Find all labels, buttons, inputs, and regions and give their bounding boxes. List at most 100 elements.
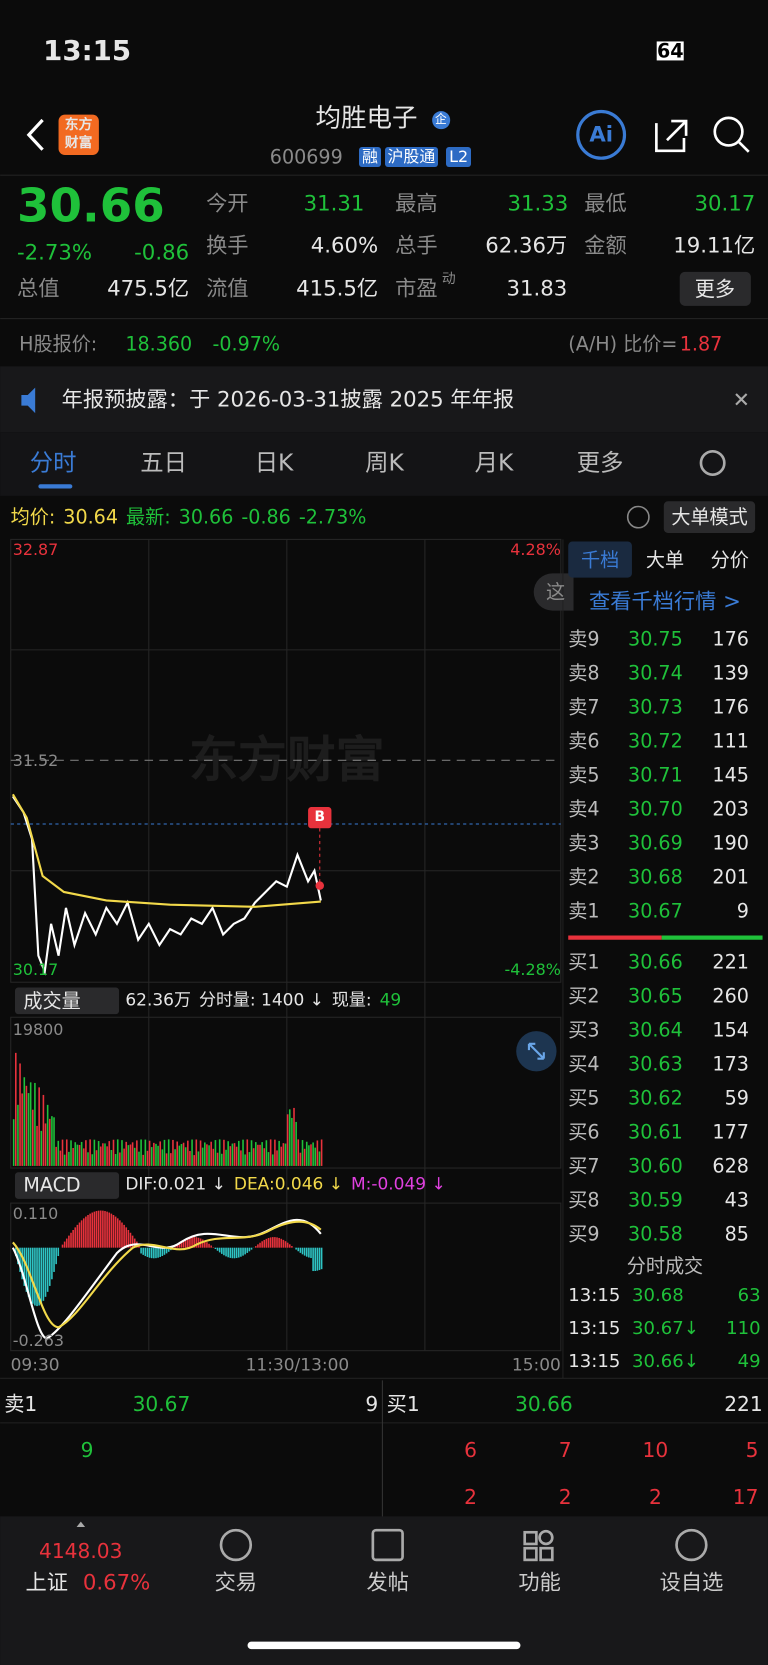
tab[interactable]: 分时: [29, 448, 77, 477]
nav-item[interactable]: 设自选: [659, 1570, 724, 1596]
field-label: 金额: [584, 233, 627, 259]
info-row: 均价: 30.64 最新: 30.66 -0.86 -2.73%: [11, 508, 367, 527]
volume-bar: [252, 1148, 255, 1166]
index-name[interactable]: 上证: [25, 1570, 68, 1596]
macd-bar: [310, 1247, 312, 1259]
macd-bar: [150, 1247, 153, 1259]
tab[interactable]: 更多: [576, 448, 624, 477]
trade-vol: 63: [737, 1284, 761, 1306]
queue-order: 7: [558, 1437, 572, 1462]
volume-label[interactable]: 成交量: [23, 989, 81, 1013]
trade-time: 13:15: [568, 1317, 621, 1339]
volume-bar: [142, 1154, 145, 1166]
book-tab[interactable]: 大单: [645, 548, 685, 572]
share-icon[interactable]: [655, 119, 688, 153]
volume-bar: [72, 1148, 74, 1166]
macd-bar: [82, 1218, 85, 1248]
book-vol: 176: [712, 695, 749, 719]
macd-bar: [284, 1241, 287, 1248]
settings-icon[interactable]: [699, 449, 726, 476]
nav-item[interactable]: 交易: [214, 1570, 258, 1596]
volume-bar: [301, 1140, 304, 1166]
queue-label: 卖1: [4, 1392, 38, 1417]
volume-bar: [27, 1093, 30, 1166]
macd-bar: [74, 1227, 77, 1248]
macd-bar: [267, 1237, 270, 1248]
book-tab[interactable]: 分价: [710, 548, 749, 572]
book-label: 卖1: [568, 899, 600, 923]
volume-bars: [12, 1052, 323, 1166]
nav-item[interactable]: 功能: [518, 1570, 561, 1596]
volume-bar: [127, 1145, 130, 1166]
text: DEA:0.046 ↓: [233, 1174, 343, 1195]
time-label: 11:30/13:00: [245, 1355, 350, 1376]
volume-bar: [314, 1147, 317, 1166]
index-value[interactable]: 4148.03: [39, 1538, 123, 1563]
more-button[interactable]: [679, 271, 751, 306]
tab[interactable]: 周K: [365, 448, 404, 477]
book-label: 卖3: [568, 831, 600, 855]
book-vol: 260: [712, 984, 749, 1008]
volume-bar: [29, 1082, 32, 1166]
macd-bar: [104, 1211, 106, 1248]
queue-vol: 9: [365, 1392, 379, 1417]
mode-label[interactable]: 大单模式: [671, 505, 748, 529]
macd-bar: [265, 1238, 268, 1248]
ah-ratio: 1.87: [679, 332, 723, 356]
macd-bar: [55, 1247, 57, 1265]
ai-icon[interactable]: [576, 109, 627, 160]
volume-bar: [150, 1147, 153, 1166]
watch-icon[interactable]: [675, 1528, 708, 1562]
hint: 这: [545, 580, 566, 604]
mode-button[interactable]: [663, 501, 756, 534]
book-link[interactable]: 查看千档行情 >: [588, 589, 741, 615]
nav-item[interactable]: 发帖: [366, 1570, 409, 1596]
back-icon[interactable]: [26, 118, 44, 151]
macd-bar: [114, 1216, 117, 1248]
more-button-label[interactable]: 更多: [694, 276, 736, 301]
search-icon[interactable]: [713, 116, 744, 147]
close-icon[interactable]: [735, 393, 748, 406]
volume-bar: [99, 1146, 102, 1166]
tag: 沪股通: [384, 147, 439, 168]
book-price: 30.61: [628, 1120, 683, 1144]
volume-bar: [280, 1146, 283, 1166]
book-vol: 139: [712, 661, 749, 685]
volume-bar: [85, 1140, 87, 1166]
volume-bar: [201, 1147, 204, 1166]
book-tab[interactable]: 千档: [581, 548, 620, 572]
queue-order: 2: [558, 1484, 572, 1509]
macd-bar: [68, 1235, 70, 1248]
field-label: 市盈: [395, 276, 438, 302]
index-pct[interactable]: 0.67%: [82, 1570, 151, 1596]
field-value: 4.60%: [310, 233, 379, 259]
logo-text: 财富: [64, 135, 93, 152]
volume-bar: [46, 1104, 49, 1166]
macd-bar: [65, 1238, 68, 1248]
ah-label: (A/H) 比价=: [568, 332, 678, 356]
volume-bar: [74, 1142, 77, 1166]
macd-bar: [297, 1247, 300, 1252]
macd-bar: [229, 1247, 232, 1258]
dea-line: [12, 1220, 322, 1329]
buy-marker[interactable]: [308, 807, 332, 829]
volume-bar: [303, 1148, 306, 1166]
tab[interactable]: 五日: [140, 448, 187, 477]
trade-icon[interactable]: [219, 1528, 253, 1562]
macd-bar: [19, 1247, 21, 1272]
volume-bar: [51, 1116, 53, 1166]
macd-bar: [93, 1211, 96, 1248]
post-icon[interactable]: [371, 1528, 404, 1562]
change-pct: -2.73%: [16, 240, 93, 266]
field-label: 流值: [206, 276, 249, 302]
macd-label[interactable]: MACD: [23, 1173, 81, 1197]
ai-label[interactable]: Ai: [589, 122, 614, 148]
volume-bar: [235, 1146, 238, 1166]
volume-bar: [182, 1142, 185, 1166]
tab[interactable]: 日K: [254, 448, 294, 477]
volume-bar: [210, 1141, 212, 1166]
queue-vol: 221: [724, 1392, 763, 1417]
macd-bar: [269, 1237, 272, 1248]
tab[interactable]: 月K: [474, 448, 514, 477]
macd-bar: [72, 1229, 74, 1248]
